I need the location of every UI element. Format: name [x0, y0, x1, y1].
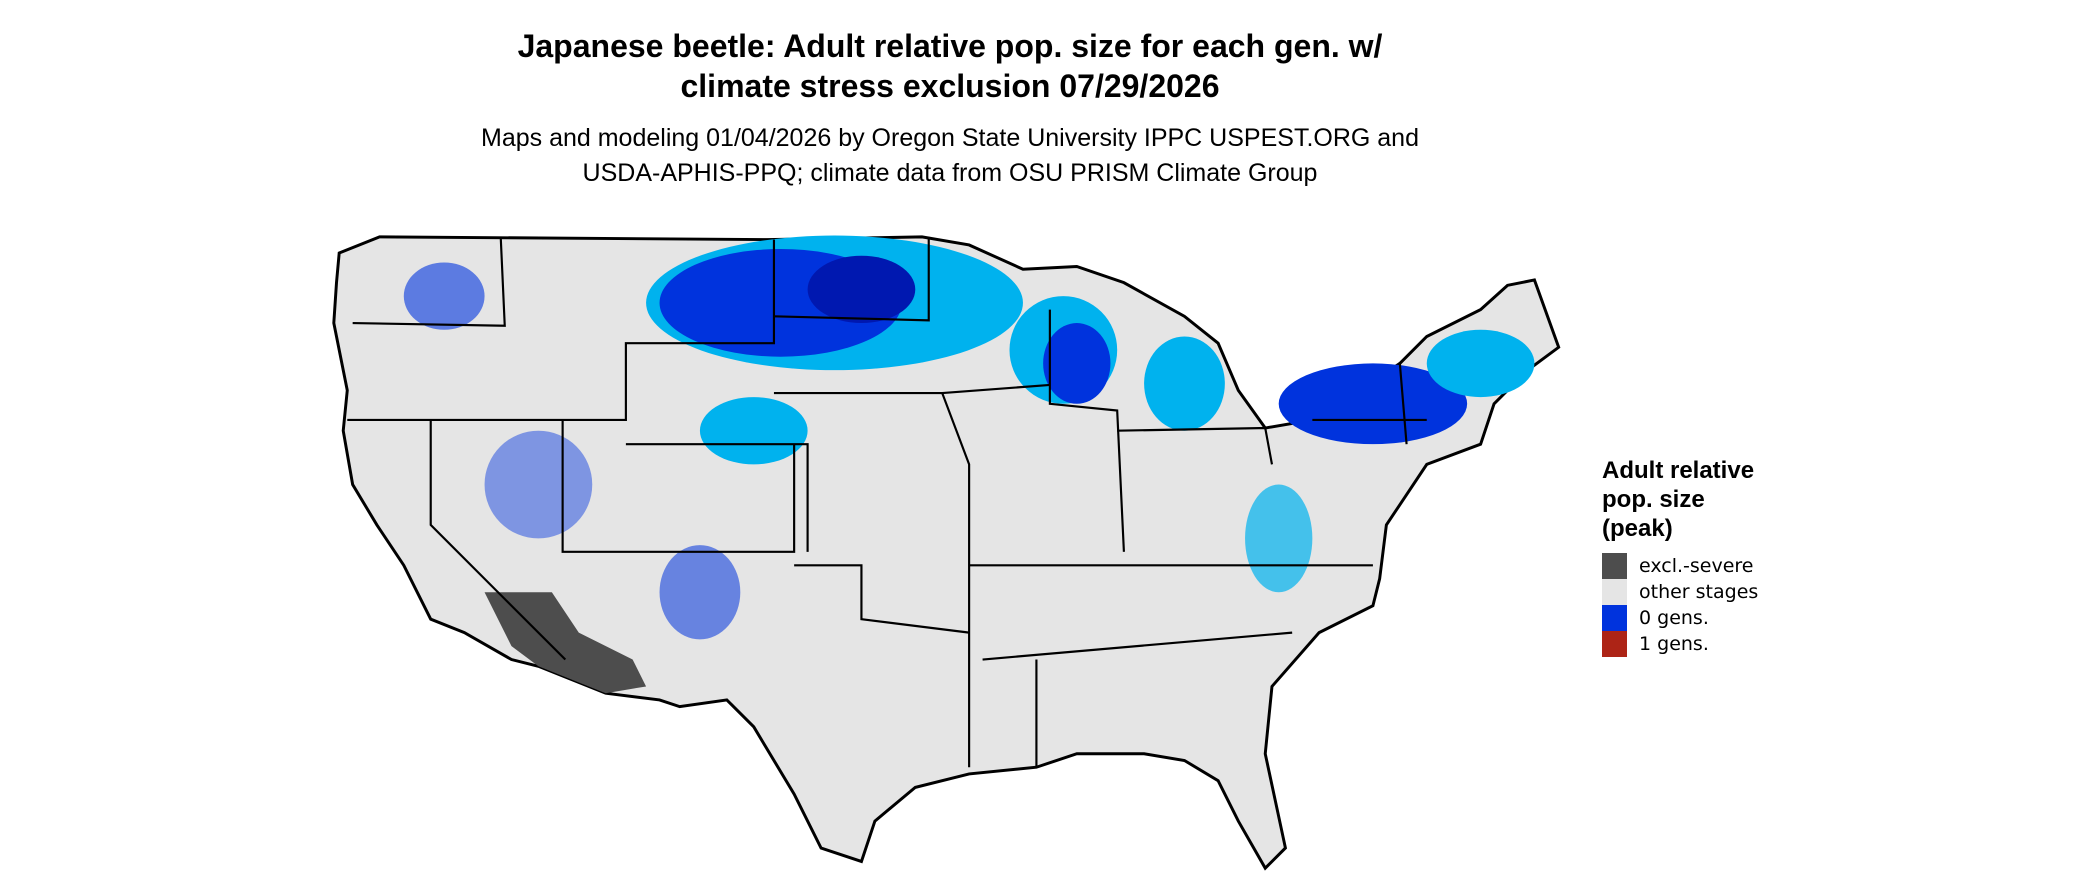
legend-label: other stages — [1639, 581, 1759, 603]
legend-swatch-0-gens — [1602, 605, 1627, 631]
map-subtitle-line1: Maps and modeling 01/04/2026 by Oregon S… — [481, 124, 1419, 152]
map-title-line2: climate stress exclusion 07/29/2026 — [680, 68, 1220, 104]
legend: Adult relative pop. size (peak) excl.-se… — [1602, 456, 1758, 657]
legend-title-line1: Adult relative — [1602, 457, 1755, 484]
legend-item: excl.-severe — [1602, 553, 1758, 579]
area-dark-blue — [807, 255, 916, 324]
us-outline — [332, 235, 1561, 871]
legend-label: 1 gens. — [1639, 633, 1709, 655]
legend-swatch-1-gens — [1602, 631, 1627, 657]
area-blue — [403, 262, 485, 330]
legend-label: 0 gens. — [1639, 607, 1709, 629]
legend-title-line2: pop. size — [1602, 486, 1705, 513]
legend-item: 1 gens. — [1602, 631, 1758, 657]
legend-label: excl.-severe — [1639, 555, 1754, 577]
area-blue — [659, 545, 741, 640]
area-blue — [1245, 484, 1313, 593]
area-blue — [699, 397, 808, 465]
state-borders — [347, 236, 1427, 768]
area-blue — [484, 430, 593, 539]
area-blue — [1043, 323, 1111, 404]
map-title-line1: Japanese beetle: Adult relative pop. siz… — [517, 28, 1383, 64]
map-subtitle-line2: USDA-APHIS-PPQ; climate data from OSU PR… — [582, 159, 1318, 187]
area-light-blue — [1144, 336, 1225, 431]
legend-item: 0 gens. — [1602, 605, 1758, 631]
area-light-blue — [1426, 329, 1535, 398]
area-blue — [1278, 363, 1468, 445]
area-excluded — [484, 592, 647, 694]
legend-swatch-other-stages — [1602, 579, 1627, 605]
legend-title-line3: (peak) — [1602, 515, 1673, 542]
legend-swatch-excl-severe — [1602, 553, 1627, 579]
legend-item: other stages — [1602, 579, 1758, 605]
